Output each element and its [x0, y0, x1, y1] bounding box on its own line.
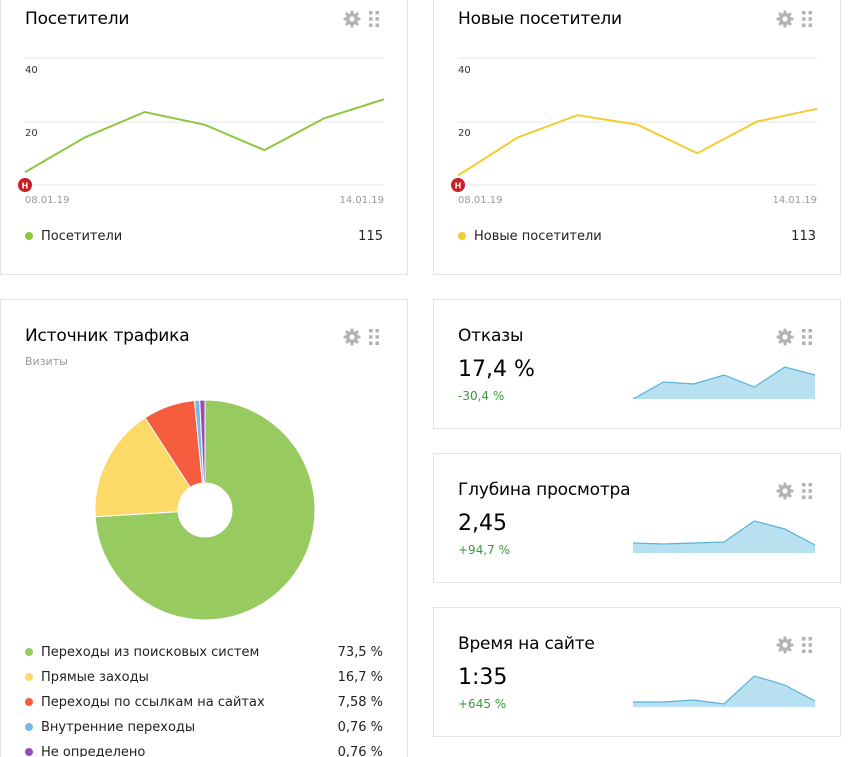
gear-icon[interactable]	[776, 482, 794, 500]
metric-delta: -30,4 %	[458, 389, 505, 403]
traffic-source-widget: Источник трафика Визиты Переходы из поис…	[0, 299, 408, 757]
x-tick-label: 08.01.19	[25, 195, 70, 206]
x-tick-label: 14.01.19	[772, 195, 817, 206]
bounce-sparkline	[633, 366, 815, 399]
legend-label: Прямые заходы	[41, 669, 149, 685]
depth-sparkline	[633, 520, 815, 553]
legend-dot	[458, 232, 466, 240]
sparkline-line	[633, 520, 815, 546]
annotation-marker-label: Н	[455, 182, 462, 191]
drag-handle-icon[interactable]	[802, 483, 812, 499]
new-visitors-widget: Новые посетители 40 20 Н 08.01.19 14.01.…	[433, 0, 841, 275]
legend-value: 0,76 %	[337, 744, 383, 757]
y-tick-label: 20	[458, 128, 471, 139]
legend-item[interactable]: Прямые заходы 16,7 %	[25, 668, 383, 686]
pie-slice[interactable]	[94, 417, 191, 518]
sparkline-line	[633, 366, 815, 399]
x-tick-label: 14.01.19	[339, 195, 384, 206]
legend-item[interactable]: Не определено 0,76 %	[25, 743, 383, 757]
widget-title: Время на сайте	[458, 634, 595, 654]
legend-dot	[25, 698, 33, 706]
widget-title: Посетители	[25, 9, 130, 29]
visitors-series-line	[24, 98, 385, 174]
drag-handle-icon[interactable]	[369, 329, 379, 345]
legend-dot	[25, 748, 33, 756]
legend-dot	[25, 648, 33, 656]
widget-title: Глубина просмотра	[458, 480, 631, 500]
pie-slice[interactable]	[199, 399, 206, 484]
widget-title: Новые посетители	[458, 9, 622, 29]
legend-label: Новые посетители	[474, 228, 602, 244]
legend-item[interactable]: Новые посетители 113	[458, 227, 816, 245]
legend-item[interactable]: Посетители 115	[25, 227, 383, 245]
legend-value: 73,5 %	[337, 644, 383, 660]
legend-item[interactable]: Переходы из поисковых систем 73,5 %	[25, 643, 383, 661]
drag-handle-icon[interactable]	[802, 329, 812, 345]
sparkline-area	[633, 367, 815, 399]
visitors-widget: Посетители 40 20 Н 08.01.19 14.01.19 Пос…	[0, 0, 408, 275]
time-on-site-widget: Время на сайте 1:35 +645 %	[433, 607, 841, 737]
drag-handle-icon[interactable]	[802, 637, 812, 653]
legend-item[interactable]: Внутренние переходы 0,76 %	[25, 718, 383, 736]
metric-delta: +645 %	[458, 697, 507, 711]
y-tick-label: 40	[458, 65, 471, 76]
widget-title: Источник трафика	[25, 326, 190, 346]
legend-dot	[25, 232, 33, 240]
page-depth-widget: Глубина просмотра 2,45 +94,7 %	[433, 453, 841, 583]
legend-item[interactable]: Переходы по ссылкам на сайтах 7,58 %	[25, 693, 383, 711]
legend-dot	[25, 723, 33, 731]
widget-title: Отказы	[458, 326, 524, 346]
visitors-line-chart: 40 20 Н 08.01.19 14.01.19	[18, 57, 385, 206]
widget-subtitle: Визиты	[25, 355, 68, 368]
metric-value: 1:35	[458, 665, 508, 690]
legend-label: Переходы по ссылкам на сайтах	[41, 694, 265, 710]
y-tick-label: 20	[25, 128, 38, 139]
legend-label: Внутренние переходы	[41, 719, 196, 735]
traffic-pie-chart	[94, 399, 316, 621]
gear-icon[interactable]	[343, 328, 361, 346]
legend-total: 115	[358, 228, 383, 244]
x-tick-label: 08.01.19	[458, 195, 503, 206]
new-visitors-line-chart: 40 20 Н 08.01.19 14.01.19	[451, 57, 818, 206]
metric-delta: +94,7 %	[458, 543, 510, 557]
legend-total: 113	[791, 228, 816, 244]
sparkline-area	[633, 676, 815, 707]
annotation-marker[interactable]	[451, 178, 465, 192]
new-visitors-series-line	[457, 107, 818, 177]
annotation-marker-label: Н	[22, 182, 29, 191]
gear-icon[interactable]	[776, 328, 794, 346]
legend-label: Не определено	[41, 744, 146, 757]
legend-label: Посетители	[41, 228, 123, 244]
pie-slice[interactable]	[94, 399, 316, 621]
annotation-marker[interactable]	[18, 178, 32, 192]
legend-value: 16,7 %	[337, 669, 383, 685]
time-sparkline	[633, 675, 815, 707]
sparkline-area	[633, 521, 815, 553]
sparkline-line	[633, 675, 815, 705]
legend-value: 7,58 %	[337, 694, 383, 710]
legend-label: Переходы из поисковых систем	[41, 644, 260, 660]
legend-dot	[25, 673, 33, 681]
metric-value: 2,45	[458, 511, 507, 536]
gear-icon[interactable]	[776, 636, 794, 654]
bounce-rate-widget: Отказы 17,4 % -30,4 %	[433, 299, 841, 429]
metric-value: 17,4 %	[458, 357, 535, 382]
y-tick-label: 40	[25, 65, 38, 76]
legend-value: 0,76 %	[337, 719, 383, 735]
